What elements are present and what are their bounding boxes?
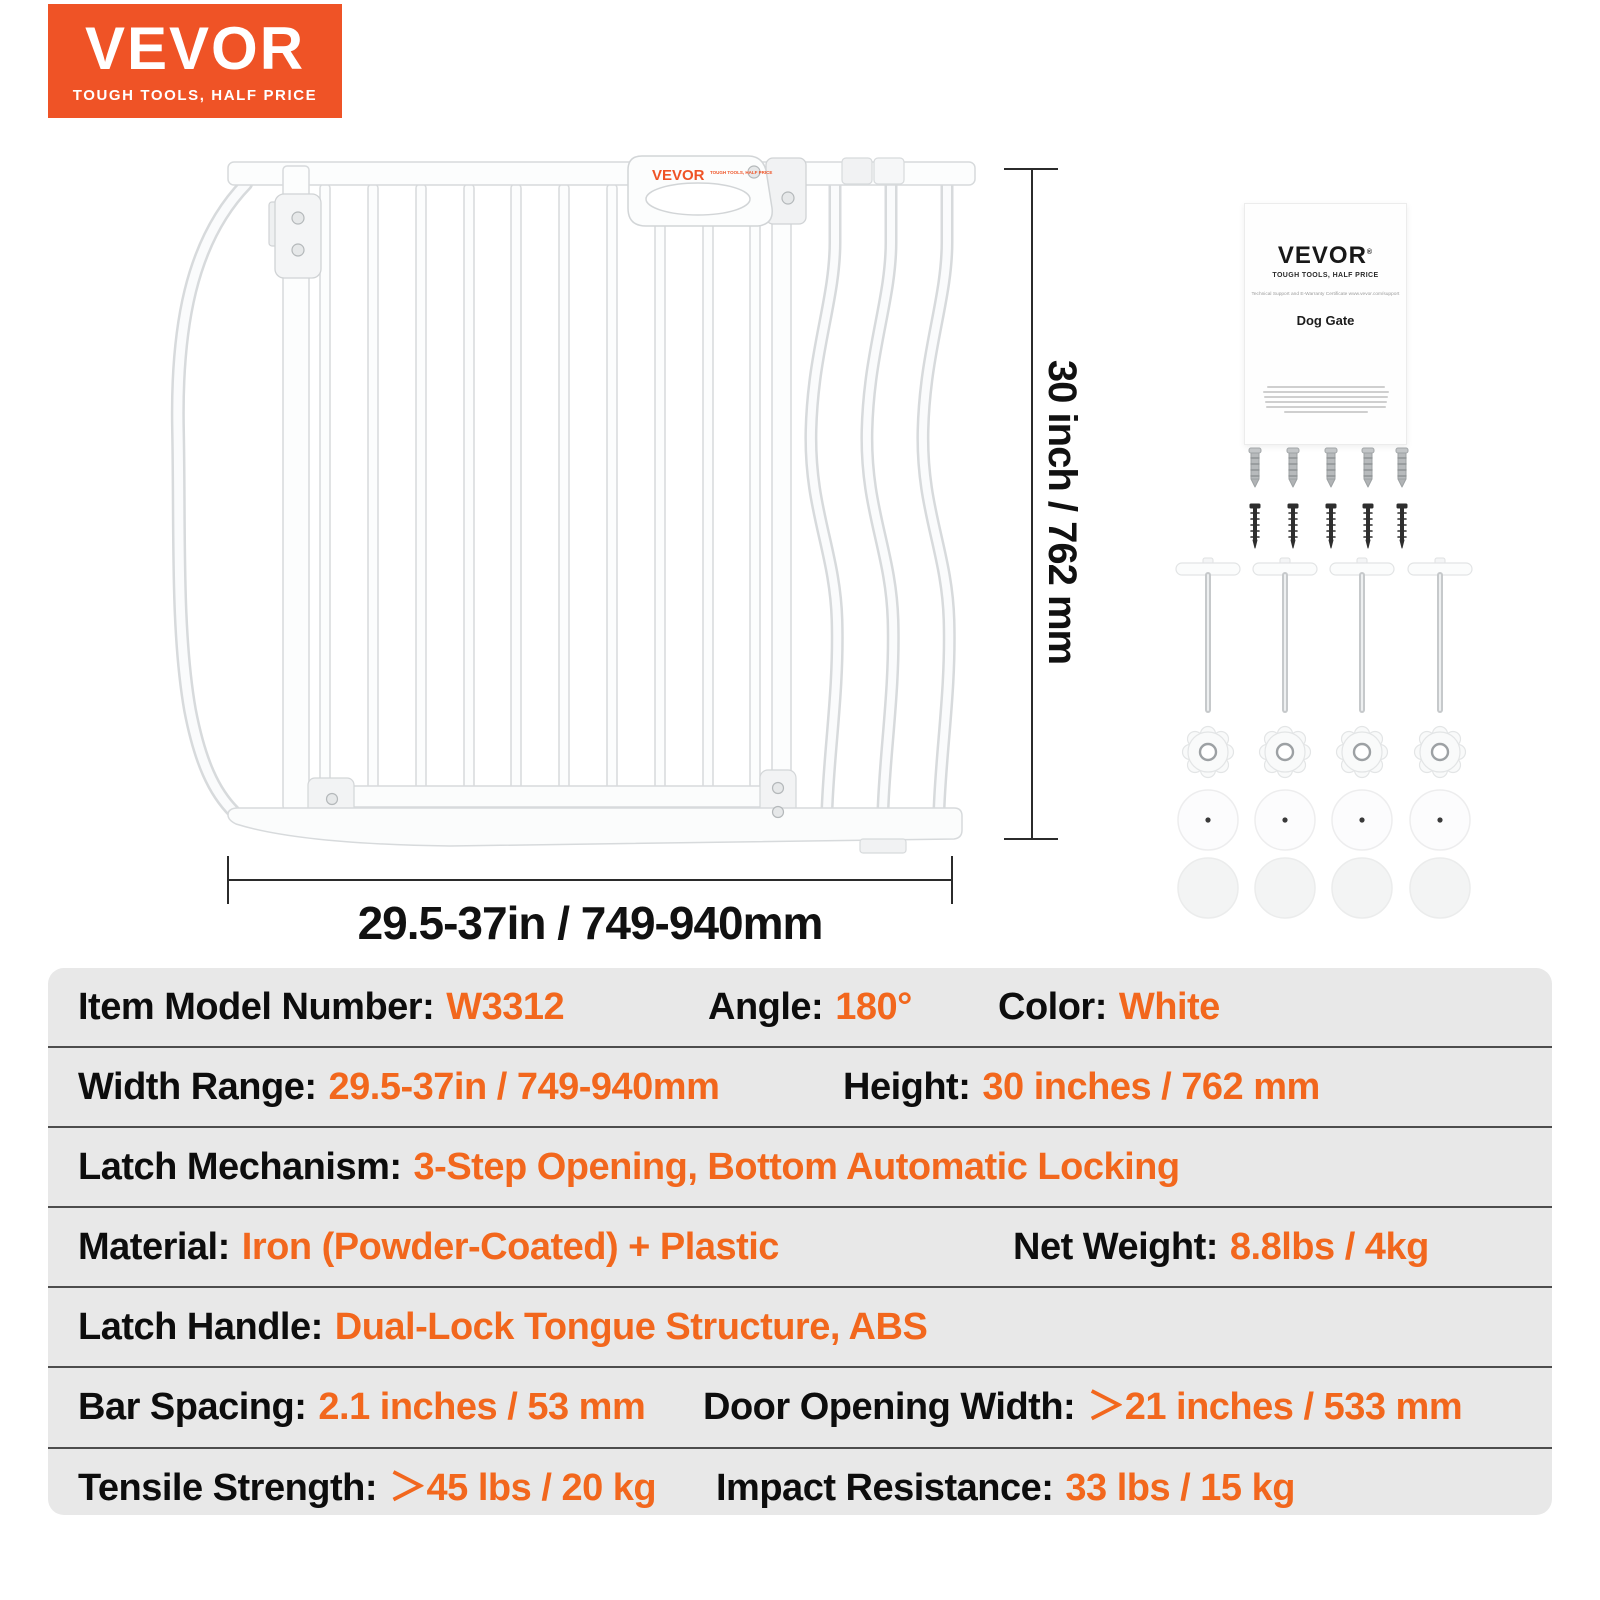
manual-tagline: TOUGH TOOLS, HALF PRICE [1272,272,1379,279]
screws [1249,503,1408,549]
top-hinge [268,193,322,279]
width-dimension-label: 29.5-37in / 749-940mm [357,897,824,949]
screw-dot [325,792,339,806]
spec-value: Iron (Powder-Coated) + Plastic [241,1226,780,1269]
spec-value: 30 inches / 762 mm [982,1066,1320,1109]
spec-label: Material: [78,1226,230,1269]
spec-label: Color: [998,986,1107,1028]
logo-brand-text: VEVOR [84,14,306,82]
spindle-rods [1175,557,1473,713]
spec-row-latch-handle: Latch Handle: Dual-Lock Tongue Structure,… [48,1288,1552,1369]
spec-row-width-range: Width Range: 29.5-37in / 749-940mm Height… [48,1048,1552,1129]
gate-handle: VEVOR TOUGH TOOLS, HALF PRICE [627,155,807,227]
height-dimension-label: 30 inch / 762 mm [1040,359,1084,665]
spec-label: Width Range: [78,1066,317,1109]
manual-support-line: Technical Support and E-Warranty Certifi… [1251,291,1400,297]
spec-label: Net Weight: [1013,1226,1218,1269]
screw-dot [771,805,785,819]
spec-row-bar-spacing: Bar Spacing: 2.1 inches / 53 mm Door Open… [48,1368,1552,1449]
manual-fine-print [1262,386,1389,413]
spec-value: White [1118,986,1220,1028]
spec-value: 3-Step Opening, Bottom Automatic Locking [413,1146,1181,1189]
handle-tagline-text: TOUGH TOOLS, HALF PRICE [710,170,772,175]
rail-clamp [841,157,873,185]
spec-value: 33 lbs / 15 kg [1065,1466,1295,1509]
logo-tagline: TOUGH TOOLS, HALF PRICE [72,86,318,104]
spec-label: Height: [843,1066,971,1109]
handle-brand-text: VEVOR [652,167,705,184]
manual-title: Dog Gate [1296,313,1355,328]
latch-post [771,167,792,809]
spec-value: W3312 [446,986,565,1028]
spec-label: Bar Spacing: [78,1386,307,1429]
base-foot [859,838,907,854]
flower-knobs [1181,725,1467,779]
dog-gate-illustration: VEVOR TOUGH TOOLS, HALF PRICE [170,155,976,854]
screw-dot [771,781,785,795]
wall-anchors [1248,447,1409,488]
spec-value: 8.8lbs / 4kg [1229,1226,1429,1269]
spec-label: Latch Mechanism: [78,1146,402,1189]
vevor-logo: VEVOR TOUGH TOOLS, HALF PRICE [48,4,342,118]
height-dim-cap-bottom [1004,838,1058,840]
left-wavy-bar [170,177,253,819]
wall-cups-dotted [1177,789,1471,851]
gate-bars [319,183,761,799]
manual-brand-text: VEVOR® [1277,242,1374,269]
wall-cups-plain [1177,857,1471,919]
height-dim-cap-top [1004,168,1058,170]
spec-label: Angle: [708,986,824,1028]
spec-row-strength: Tensile Strength: ＞45 lbs / 20 kg Impact … [48,1449,1552,1527]
right-wavy-bars [804,177,956,817]
spec-row-model: Item Model Number: W3312 Angle: 180° Color… [48,968,1552,1049]
hardware-kit [1175,447,1473,919]
spec-table: Item Model Number: W3312 Angle: 180° Color… [48,968,1552,1515]
spec-value: Dual-Lock Tongue Structure, ABS [334,1306,928,1349]
spec-row-material: Material: Iron (Powder-Coated) + Plastic … [48,1208,1552,1289]
spec-label: Item Model Number: [78,986,435,1028]
spec-label: Latch Handle: [78,1306,323,1349]
spec-value: ＞45 lbs / 20 kg [389,1466,657,1509]
spec-value: ＞21 inches / 533 mm [1087,1386,1463,1429]
width-dim-cap-left [227,856,229,904]
base-rail [227,807,963,847]
rail-clamp [873,157,905,185]
spec-row-latch-mechanism: Latch Mechanism: 3-Step Opening, Bottom A… [48,1128,1552,1209]
instruction-manual: VEVOR® TOUGH TOOLS, HALF PRICE Technical… [1244,203,1407,445]
spec-label: Impact Resistance: [716,1466,1054,1509]
spec-value: 2.1 inches / 53 mm [318,1386,646,1429]
height-dimension-line [1031,170,1033,838]
spec-label: Tensile Strength: [78,1466,378,1509]
width-dimension-line [228,879,952,881]
spec-value: 29.5-37in / 749-940mm [328,1066,720,1109]
width-dim-cap-right [951,856,953,904]
door-bottom-rail [317,785,789,808]
spec-value: 180° [835,986,912,1028]
spec-label: Door Opening Width: [703,1386,1076,1429]
